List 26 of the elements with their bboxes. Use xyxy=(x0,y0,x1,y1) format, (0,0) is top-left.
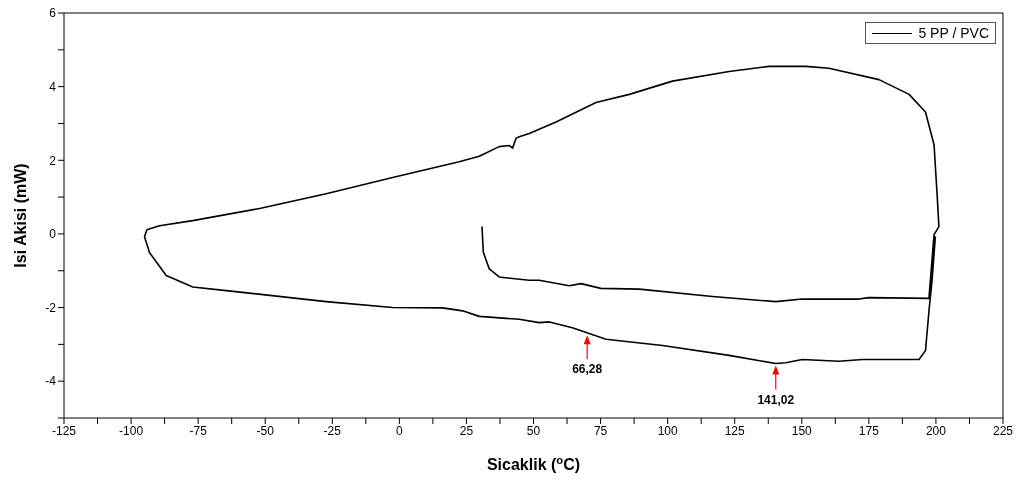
y-tick-label: 0 xyxy=(49,227,57,242)
x-tick-label: 125 xyxy=(724,423,746,438)
x-tick-label: -125 xyxy=(51,423,77,438)
x-tick-label: -25 xyxy=(323,423,342,438)
x-axis-title: Sicaklik ($^{o}$C) xyxy=(486,454,581,473)
legend-label: 5 PP / PVC xyxy=(918,25,989,41)
x-tick-label: 0 xyxy=(396,423,404,438)
y-tick-label: -2 xyxy=(45,300,57,315)
x-tick-label: 50 xyxy=(526,423,541,438)
x-tick-label: 75 xyxy=(593,423,608,438)
x-tick-label: 175 xyxy=(858,423,880,438)
y-tick-label: 6 xyxy=(49,6,57,21)
x-tick-label: 100 xyxy=(657,423,678,438)
y-tick-label: -4 xyxy=(45,374,57,389)
x-tick-label: -75 xyxy=(189,423,208,438)
x-tick-label: 225 xyxy=(992,423,1014,438)
y-axis-title: Isi Akisi (mW) xyxy=(12,163,29,268)
x-tick-label: -100 xyxy=(119,423,144,438)
x-tick-label: 200 xyxy=(925,423,947,438)
annotation: 141,02 xyxy=(757,392,795,407)
x-tick-label: 150 xyxy=(791,423,813,438)
x-tick-label: -50 xyxy=(256,423,275,438)
annotation: 66,28 xyxy=(572,362,603,377)
x-tick-label: 25 xyxy=(459,423,474,438)
y-tick-label: 2 xyxy=(49,153,57,168)
y-tick-label: 4 xyxy=(49,79,57,94)
